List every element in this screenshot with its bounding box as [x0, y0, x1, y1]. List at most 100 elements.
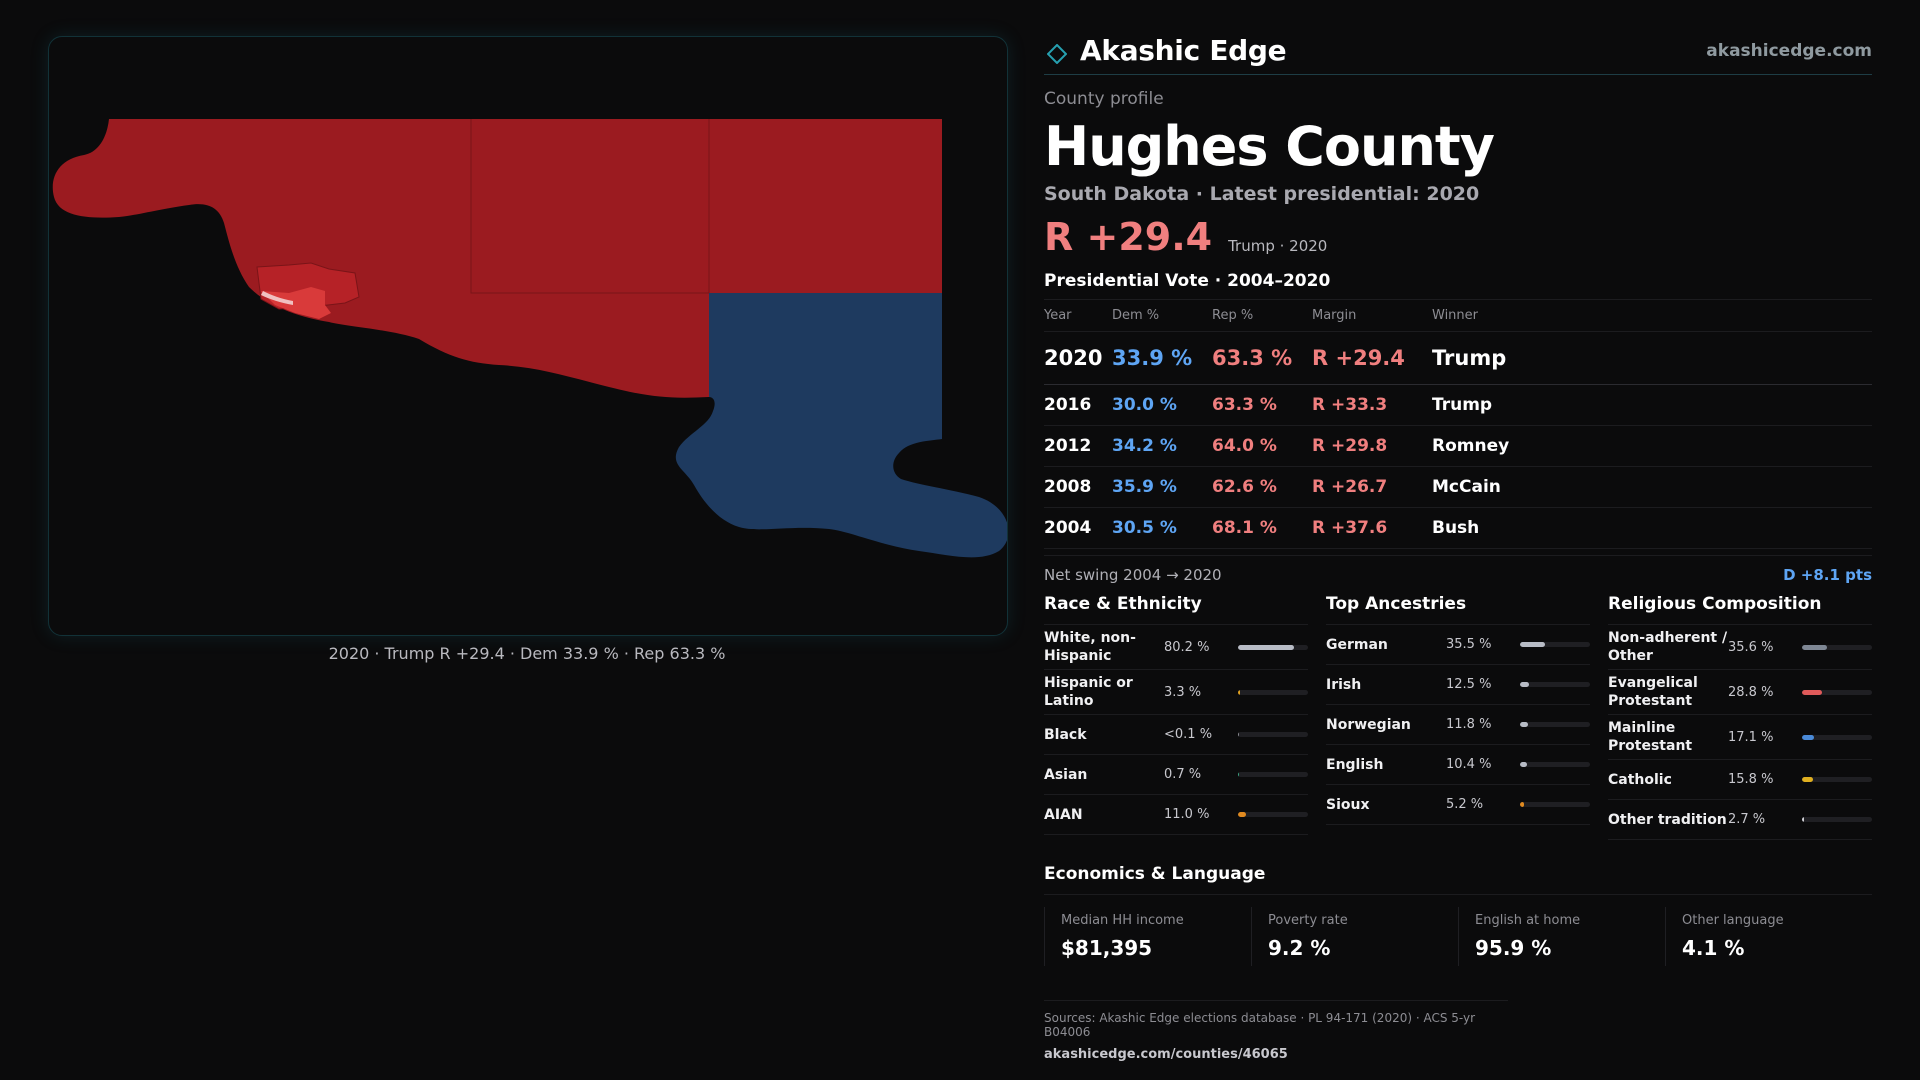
religion-row: Non-adherent / Other 35.6 % [1608, 625, 1872, 670]
cell-rep: 64.0 % [1212, 425, 1312, 467]
brand-name[interactable]: Akashic Edge [1080, 34, 1287, 67]
ancestry-bar-fill [1520, 762, 1528, 767]
permalink[interactable]: akashicedge.com/counties/46065 [1044, 1047, 1288, 1062]
race-label: Asian [1044, 766, 1088, 783]
margin-value: R +29.4 [1044, 215, 1213, 259]
religion-row: Catholic 15.8 % [1608, 760, 1872, 800]
econ-label: English at home [1475, 913, 1581, 928]
econ-stat: Median HH income $81,395 [1044, 907, 1237, 966]
race-column: Race & Ethnicity White, non-Hispanic 80.2… [1044, 594, 1308, 840]
net-swing-row: Net swing 2004 → 2020 D +8.1 pts [1044, 555, 1872, 590]
race-row: AIAN 11.0 % [1044, 795, 1308, 835]
race-bar-fill [1238, 689, 1241, 695]
economics-grid: Median HH income $81,395 Poverty rate 9.… [1044, 907, 1872, 966]
ancestry-label: German [1326, 636, 1388, 653]
ancestry-bar [1520, 682, 1590, 687]
race-bar [1238, 644, 1308, 650]
brand-url-link[interactable]: akashicedge.com [1706, 41, 1872, 61]
sources-footer: Sources: Akashic Edge elections database… [1044, 1000, 1508, 1062]
religion-label: Mainline Protestant [1608, 720, 1693, 754]
page-title: Hughes County [1044, 115, 1495, 178]
econ-stat: Other language 4.1 % [1665, 907, 1858, 966]
ancestry-value: 11.8 % [1446, 717, 1492, 732]
race-row: Asian 0.7 % [1044, 755, 1308, 795]
race-bar [1238, 732, 1308, 737]
race-row: Hispanic or Latino 3.3 % [1044, 670, 1308, 715]
race-bar-fill [1238, 772, 1240, 777]
econ-value: 4.1 % [1682, 936, 1745, 960]
cell-margin: R +26.7 [1312, 466, 1432, 508]
religion-bar-fill [1802, 817, 1804, 822]
religion-bar-fill [1802, 734, 1814, 740]
religion-bar-fill [1802, 689, 1823, 695]
table-row: 2012 34.2 % 64.0 % R +29.8 Romney [1044, 425, 1872, 467]
table-row: 2008 35.9 % 62.6 % R +26.7 McCain [1044, 466, 1872, 508]
map-region-rep[interactable] [52, 119, 942, 398]
table-row: 2016 30.0 % 63.3 % R +33.3 Trump [1044, 384, 1872, 426]
race-title: Race & Ethnicity [1044, 594, 1308, 625]
ancestry-column: Top Ancestries German 35.5 % Irish 12.5 % No… [1326, 594, 1590, 840]
econ-value: 9.2 % [1268, 936, 1331, 960]
economics-title: Economics & Language [1044, 864, 1872, 895]
religion-label: Evangelical Protestant [1608, 675, 1698, 709]
religion-title: Religious Composition [1608, 594, 1872, 625]
ancestry-title: Top Ancestries [1326, 594, 1590, 625]
ancestry-row: Irish 12.5 % [1326, 665, 1590, 705]
race-label: Hispanic or Latino [1044, 675, 1133, 709]
ancestry-bar-fill [1520, 682, 1529, 687]
cell-winner: McCain [1432, 466, 1872, 508]
ancestry-row: Norwegian 11.8 % [1326, 705, 1590, 745]
religion-row: Evangelical Protestant 28.8 % [1608, 670, 1872, 715]
cell-winner: Bush [1432, 507, 1872, 549]
econ-stat: English at home 95.9 % [1458, 907, 1651, 966]
map-svg [52, 119, 1007, 558]
religion-label: Non-adherent / Other [1608, 630, 1728, 664]
race-value: 0.7 % [1164, 767, 1202, 782]
net-swing-label: Net swing 2004 → 2020 [1044, 566, 1222, 584]
race-label: AIAN [1044, 806, 1083, 823]
race-bar-fill [1238, 812, 1246, 817]
ancestry-bar-fill [1520, 802, 1524, 807]
cell-year: 2020 [1044, 331, 1112, 385]
race-row: Black <0.1 % [1044, 715, 1308, 755]
religion-label: Other tradition [1608, 811, 1727, 828]
econ-value: 95.9 % [1475, 936, 1552, 960]
religion-bar [1802, 734, 1872, 740]
ancestry-label: Norwegian [1326, 716, 1411, 733]
col-rep: Rep % [1212, 299, 1312, 332]
econ-label: Median HH income [1061, 913, 1184, 928]
race-bar-fill [1238, 644, 1295, 650]
profile-panel: Akashic Edge akashicedge.com County prof… [1044, 30, 1872, 1062]
religion-bar [1802, 644, 1872, 650]
race-bar [1238, 689, 1308, 695]
race-label: Black [1044, 726, 1087, 743]
cell-dem: 34.2 % [1112, 425, 1212, 467]
religion-bar-fill [1802, 777, 1814, 782]
map-city-highlight[interactable] [261, 287, 331, 319]
ancestry-value: 10.4 % [1446, 757, 1492, 772]
map-region-dem[interactable] [675, 293, 1007, 558]
ancestry-bar-fill [1520, 722, 1529, 727]
vote-table-header: Year Dem % Rep % Margin Winner [1044, 299, 1872, 332]
religion-bar [1802, 689, 1872, 695]
ancestry-value: 35.5 % [1446, 637, 1492, 652]
margin-note: Trump · 2020 [1228, 237, 1328, 255]
race-value: 3.3 % [1164, 684, 1202, 700]
race-value: 11.0 % [1164, 807, 1210, 822]
county-map[interactable] [48, 36, 1008, 636]
cell-year: 2004 [1044, 507, 1112, 549]
demographics-columns: Race & Ethnicity White, non-Hispanic 80.2… [1044, 594, 1872, 840]
col-year: Year [1044, 299, 1112, 332]
cell-rep: 62.6 % [1212, 466, 1312, 508]
cell-year: 2012 [1044, 425, 1112, 467]
cell-rep: 68.1 % [1212, 507, 1312, 549]
cell-winner: Trump [1432, 331, 1872, 385]
ancestry-bar [1520, 722, 1590, 727]
ancestry-bar [1520, 762, 1590, 767]
cell-winner: Romney [1432, 425, 1872, 467]
table-row: 2004 30.5 % 68.1 % R +37.6 Bush [1044, 507, 1872, 549]
ancestry-value: 5.2 % [1446, 797, 1484, 812]
diamond-icon [1047, 44, 1067, 64]
cell-dem: 35.9 % [1112, 466, 1212, 508]
religion-value: 17.1 % [1728, 729, 1774, 745]
